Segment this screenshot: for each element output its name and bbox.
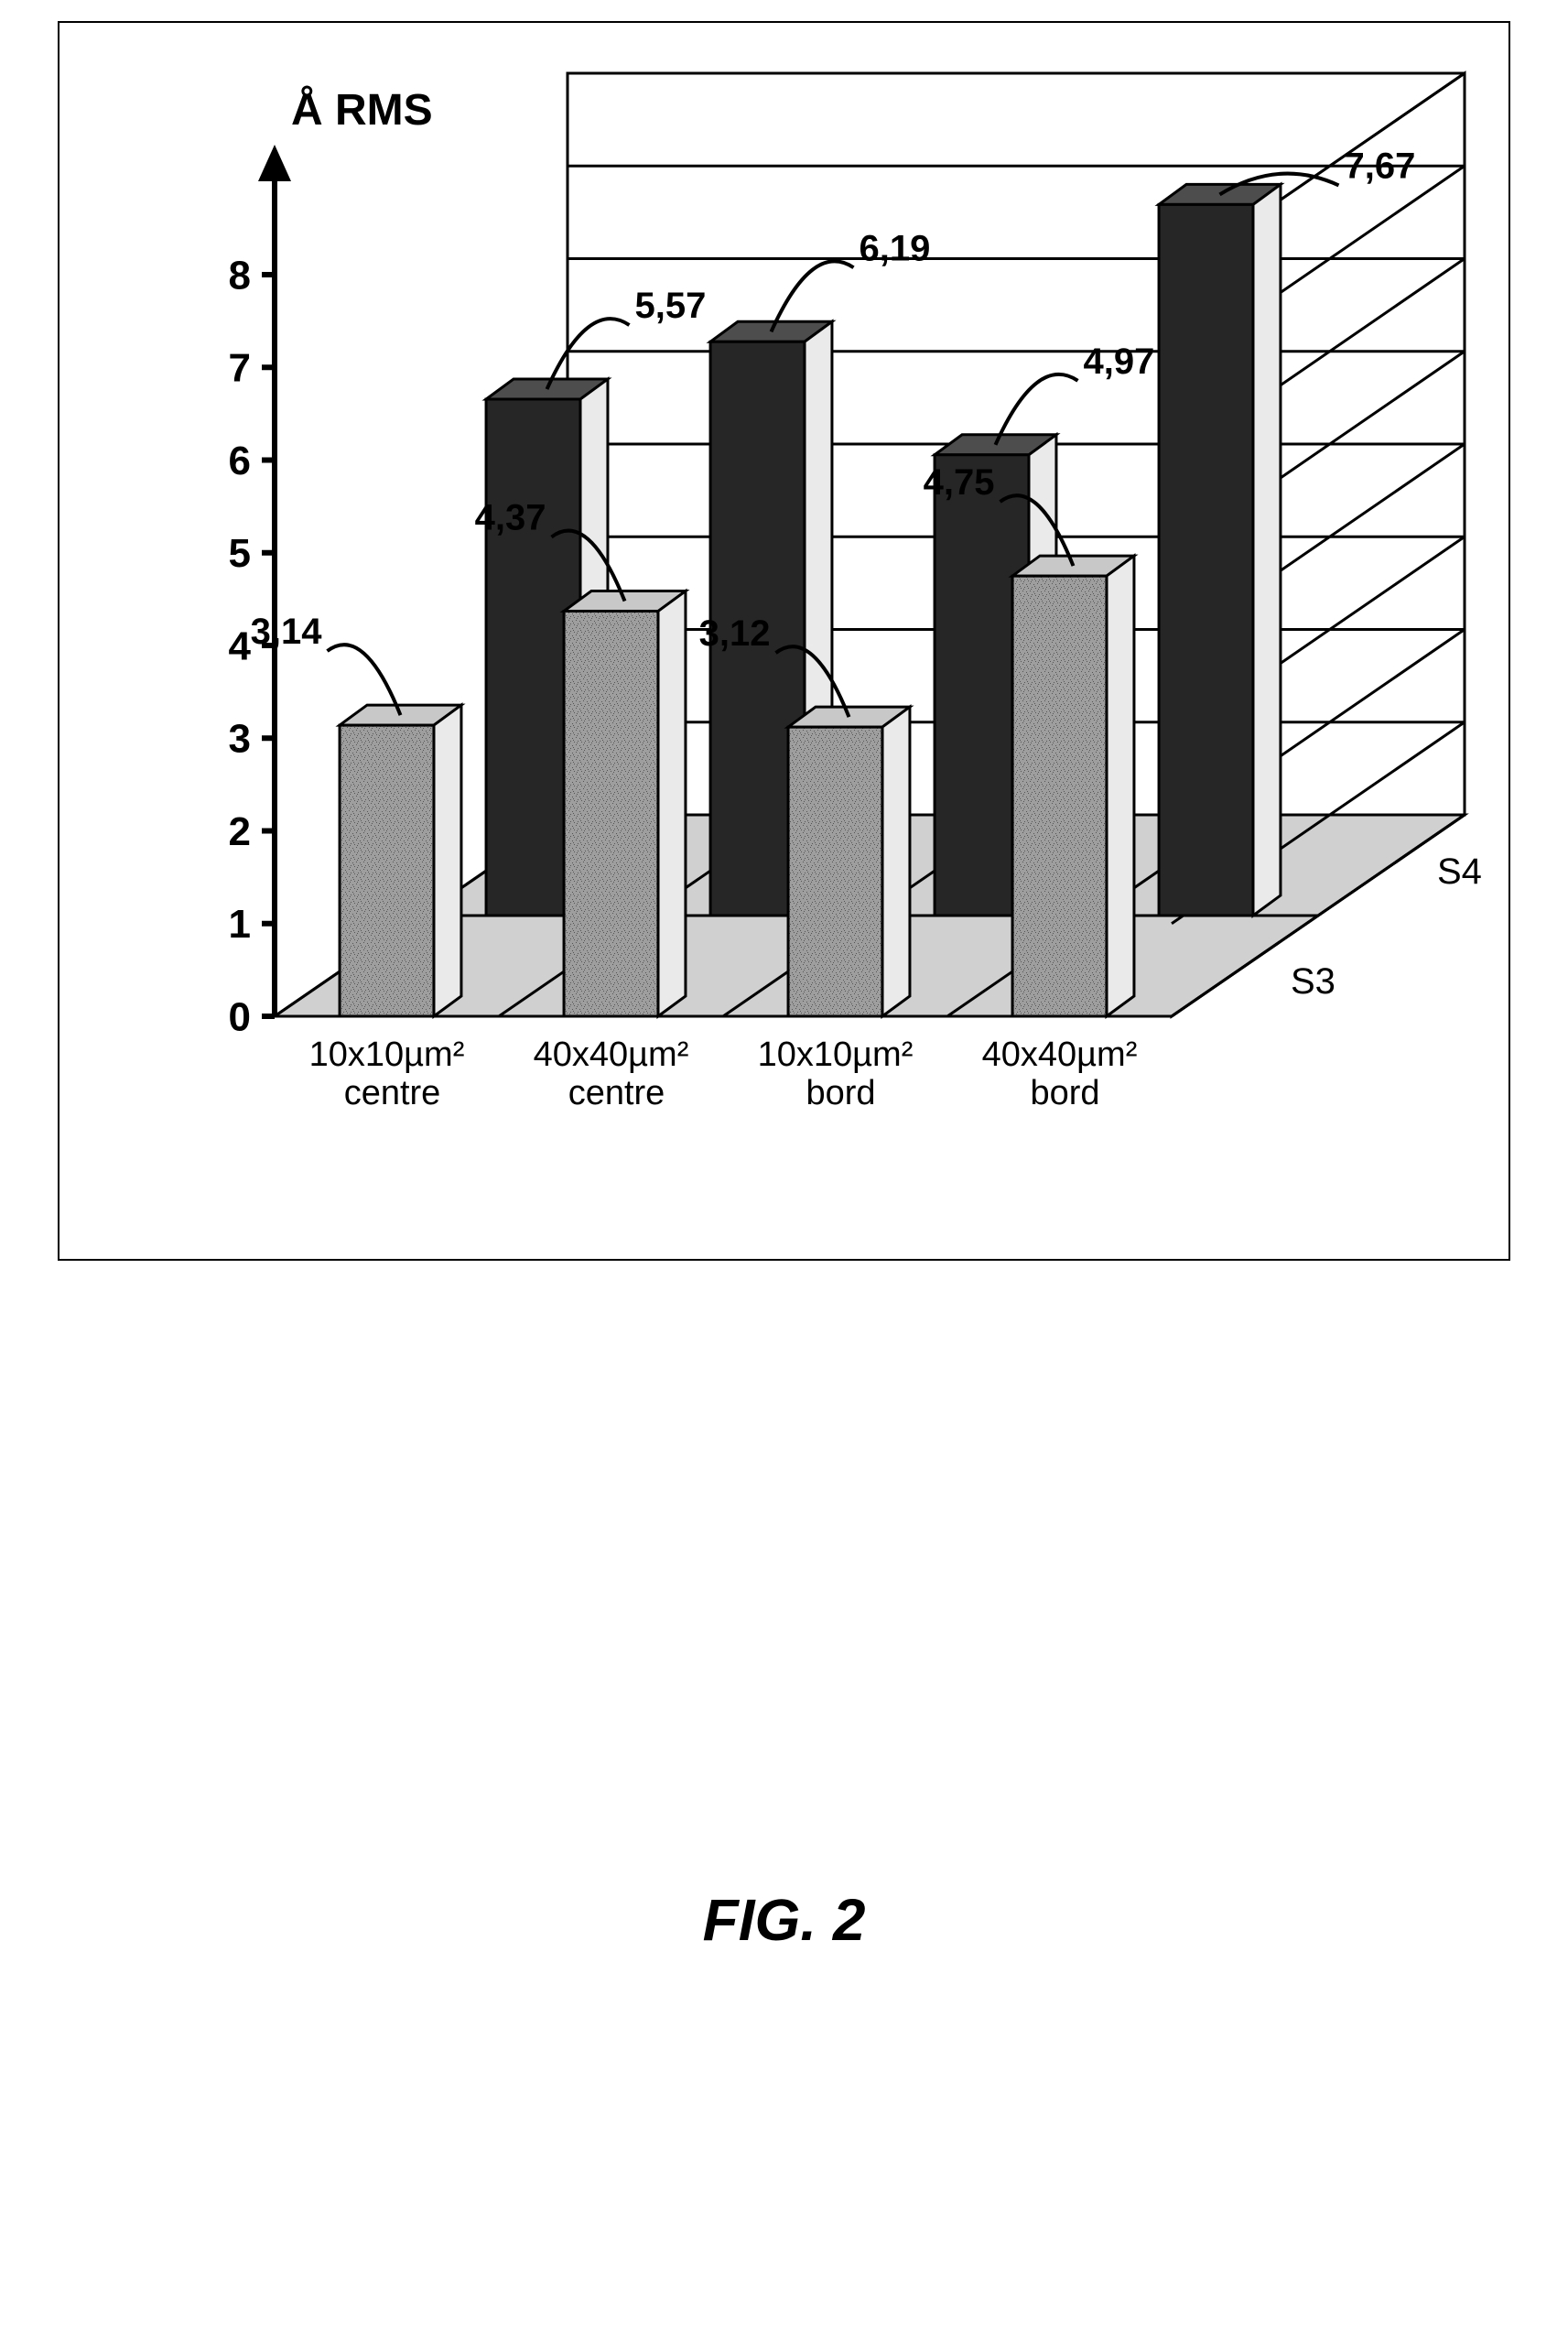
svg-text:6,19: 6,19 xyxy=(860,228,931,268)
svg-text:Å RMS: Å RMS xyxy=(291,85,433,135)
figure-caption: FIG. 2 xyxy=(0,1886,1568,1954)
svg-text:5,57: 5,57 xyxy=(635,286,707,326)
svg-text:4,97: 4,97 xyxy=(1084,342,1155,382)
svg-text:5: 5 xyxy=(229,531,251,576)
svg-text:centre: centre xyxy=(568,1074,665,1112)
svg-text:7,67: 7,67 xyxy=(1345,146,1416,186)
svg-text:10x10µm²: 10x10µm² xyxy=(309,1035,465,1074)
svg-text:4,75: 4,75 xyxy=(924,462,995,503)
svg-text:40x40µm²: 40x40µm² xyxy=(982,1035,1138,1074)
svg-text:40x40µm²: 40x40µm² xyxy=(534,1035,689,1074)
svg-text:3,14: 3,14 xyxy=(251,612,323,652)
svg-text:centre: centre xyxy=(344,1074,441,1112)
svg-text:10x10µm²: 10x10µm² xyxy=(758,1035,914,1074)
svg-text:3: 3 xyxy=(229,717,251,762)
svg-text:4,37: 4,37 xyxy=(475,498,546,538)
svg-text:bord: bord xyxy=(1030,1074,1099,1112)
svg-text:0: 0 xyxy=(229,994,251,1039)
svg-text:7: 7 xyxy=(229,346,251,391)
svg-text:bord: bord xyxy=(806,1074,875,1112)
svg-text:1: 1 xyxy=(229,902,251,947)
rms-bar-chart: 0 1 2 3 4 5 6 7 8 Å RMS 5,57 6,19 4,97 7,67 3,14 4,37 3,… xyxy=(55,18,1513,1263)
svg-text:3,12: 3,12 xyxy=(699,613,771,654)
svg-text:6: 6 xyxy=(229,439,251,483)
svg-text:S4: S4 xyxy=(1437,851,1482,892)
svg-text:4: 4 xyxy=(229,623,252,668)
svg-text:8: 8 xyxy=(229,253,251,298)
svg-text:2: 2 xyxy=(229,809,251,854)
svg-text:S3: S3 xyxy=(1291,961,1336,1002)
